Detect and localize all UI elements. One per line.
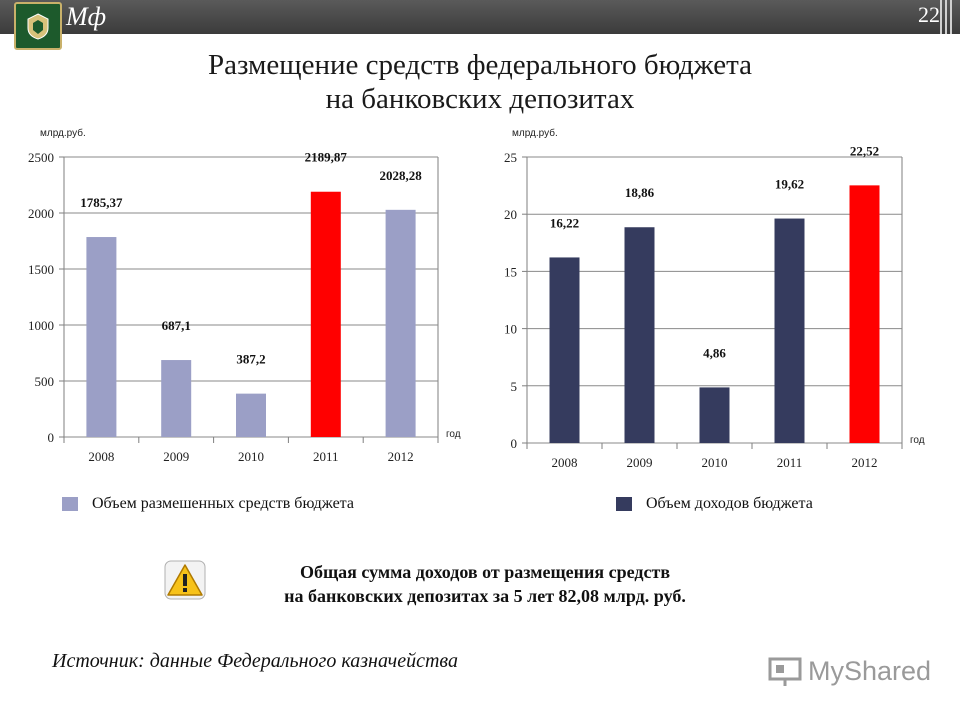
y-unit-label: млрд.руб. (512, 127, 558, 139)
legend-swatch-volume (62, 497, 78, 511)
x-tick-label-2009: 2009 (163, 449, 189, 464)
y-tick-label: 20 (504, 207, 517, 222)
data-label-2009: 687,1 (162, 318, 191, 333)
bar-2008 (86, 237, 117, 437)
warning-icon (164, 560, 206, 600)
summary-note: Общая сумма доходов от размещения средст… (200, 560, 770, 608)
slide-title: Размещение средств федерального бюджета … (0, 48, 960, 116)
emblem-icon (27, 13, 49, 40)
edge-decoration (940, 0, 956, 34)
x-tick-label-2012: 2012 (388, 449, 414, 464)
legend-label-income: Объем доходов бюджета (646, 495, 813, 512)
y-tick-label: 1500 (28, 262, 54, 277)
y-tick-label: 0 (48, 430, 55, 445)
title-line-2: на банковских депозитах (325, 83, 635, 115)
x-tick-label-2008: 2008 (88, 449, 114, 464)
y-tick-label: 0 (511, 436, 518, 451)
top-bar: Мф 22 (0, 0, 960, 50)
x-tick-label-2010: 2010 (238, 449, 264, 464)
x-tick-label-2011: 2011 (313, 449, 339, 464)
watermark-brand: MyShared (768, 656, 931, 687)
deposits-volume-chart: 0 500 1000 1500 2000 2500 1785,37 2008 687,1 2009… (28, 127, 461, 464)
x-axis-label: год (446, 429, 461, 440)
bar-2009 (624, 227, 655, 443)
x-axis-label: год (910, 435, 925, 446)
y-unit-label: млрд.руб. (40, 127, 86, 139)
brand-text: MyShared (808, 656, 932, 686)
data-label-2012: 2028,28 (379, 168, 422, 183)
data-label-2011: 2189,87 (305, 150, 348, 165)
y-tick-label: 500 (35, 374, 55, 389)
bar-2008 (549, 257, 580, 443)
x-tick-label-2009: 2009 (627, 455, 653, 470)
bar-2010 (699, 387, 730, 443)
bar-2012 (385, 209, 416, 437)
legend-right: Объем доходов бюджета (616, 495, 813, 513)
slide-number: 22 (918, 2, 940, 27)
bar-2011 (310, 191, 341, 437)
presentation-icon (768, 657, 802, 686)
ministry-logo-text: Мф (66, 2, 107, 31)
data-label-2011: 19,62 (775, 177, 804, 192)
x-tick-label-2012: 2012 (852, 455, 878, 470)
summary-line-2: на банковских депозитах за 5 лет 82,08 м… (284, 586, 686, 606)
x-tick-label-2010: 2010 (702, 455, 728, 470)
deposits-income-chart: 0 5 10 15 20 25 16,22 2008 18,86 2009 4,86 2010 19,6… (504, 127, 925, 470)
bar-2010 (236, 393, 266, 437)
y-tick-label: 25 (504, 150, 517, 165)
data-label-2008: 1785,37 (80, 195, 123, 210)
summary-line-1: Общая сумма доходов от размещения средст… (299, 562, 671, 582)
data-label-2009: 18,86 (625, 185, 655, 200)
x-tick-label-2011: 2011 (777, 455, 803, 470)
data-label-2010: 4,86 (703, 345, 726, 360)
bar-2011 (774, 218, 805, 443)
y-tick-label: 2000 (28, 206, 54, 221)
bar-2009 (161, 360, 192, 437)
bar-2012 (849, 185, 880, 443)
legend-label-volume: Объем размешенных средств бюджета (92, 495, 354, 512)
y-tick-label: 5 (511, 379, 518, 394)
y-tick-label: 1000 (28, 318, 54, 333)
x-tick-label-2008: 2008 (552, 455, 578, 470)
y-tick-label: 10 (504, 322, 517, 337)
legend-swatch-income (616, 497, 632, 511)
legend-left: Объем размешенных средств бюджета (62, 495, 354, 513)
y-tick-label: 15 (504, 264, 517, 279)
title-line-1: Размещение средств федерального бюджета (207, 49, 753, 81)
y-tick-label: 2500 (28, 150, 54, 165)
emblem-logo (14, 2, 62, 50)
data-label-2012: 22,52 (850, 143, 879, 158)
data-label-2010: 387,2 (236, 352, 265, 367)
data-label-2008: 16,22 (550, 215, 579, 230)
source-caption: Источник: данные Федерального казначейст… (52, 650, 458, 672)
